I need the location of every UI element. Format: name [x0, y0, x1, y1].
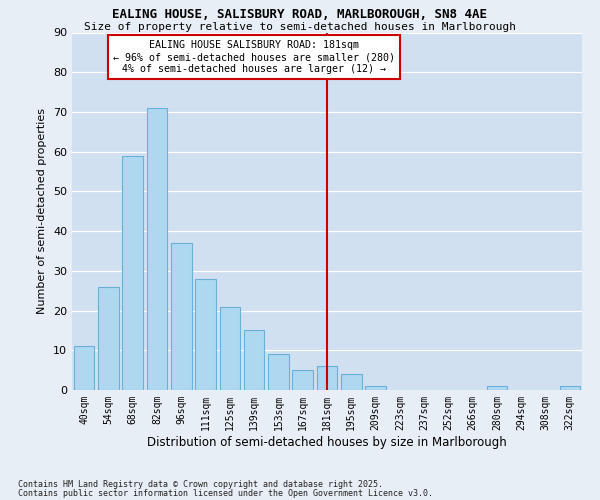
Bar: [171, 243, 191, 390]
Text: Contains public sector information licensed under the Open Government Licence v3: Contains public sector information licen…: [18, 488, 433, 498]
Text: Size of property relative to semi-detached houses in Marlborough: Size of property relative to semi-detach…: [84, 22, 516, 32]
Bar: [292, 370, 313, 390]
Y-axis label: Number of semi-detached properties: Number of semi-detached properties: [37, 108, 47, 314]
Bar: [268, 354, 289, 390]
Bar: [195, 279, 216, 390]
Bar: [74, 346, 94, 390]
Bar: [244, 330, 265, 390]
Text: Contains HM Land Registry data © Crown copyright and database right 2025.: Contains HM Land Registry data © Crown c…: [18, 480, 383, 489]
Bar: [98, 286, 119, 390]
Bar: [317, 366, 337, 390]
Bar: [146, 108, 167, 390]
Bar: [122, 156, 143, 390]
Bar: [365, 386, 386, 390]
Bar: [220, 306, 240, 390]
Text: EALING HOUSE, SALISBURY ROAD, MARLBOROUGH, SN8 4AE: EALING HOUSE, SALISBURY ROAD, MARLBOROUG…: [113, 8, 487, 20]
Bar: [341, 374, 362, 390]
X-axis label: Distribution of semi-detached houses by size in Marlborough: Distribution of semi-detached houses by …: [147, 436, 507, 448]
Bar: [560, 386, 580, 390]
Bar: [487, 386, 508, 390]
Text: EALING HOUSE SALISBURY ROAD: 181sqm
← 96% of semi-detached houses are smaller (2: EALING HOUSE SALISBURY ROAD: 181sqm ← 96…: [113, 40, 395, 74]
